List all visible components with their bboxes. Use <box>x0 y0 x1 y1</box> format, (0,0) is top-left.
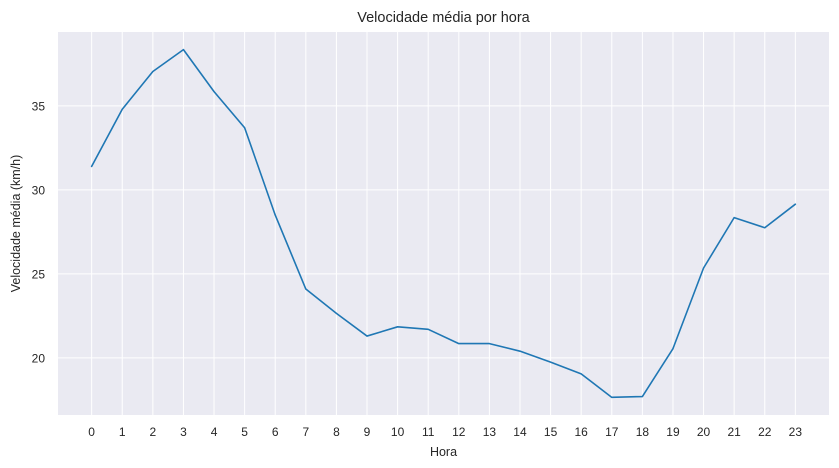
y-tick-label: 20 <box>32 351 46 365</box>
series-line <box>90 48 797 399</box>
x-tick-label: 6 <box>272 425 279 439</box>
x-tick-label: 14 <box>513 425 527 439</box>
x-tick-label: 13 <box>483 425 497 439</box>
x-tick-label: 20 <box>697 425 711 439</box>
x-tick-label: 18 <box>636 425 650 439</box>
x-tick-label: 8 <box>333 425 340 439</box>
x-tick-label: 17 <box>605 425 619 439</box>
x-axis-label: Hora <box>430 445 457 459</box>
x-tick-labels: 0 1 2 3 4 5 6 7 8 9 10 11 12 13 14 15 16 17 18 19 20 21 22 23 <box>88 425 802 439</box>
x-tick-label: 1 <box>119 425 126 439</box>
x-tick-label: 12 <box>452 425 466 439</box>
y-axis-label: Velocidade média (km/h) <box>9 155 23 293</box>
x-tick-label: 5 <box>241 425 248 439</box>
x-tick-label: 21 <box>727 425 741 439</box>
x-tick-label: 16 <box>574 425 588 439</box>
plot-area <box>58 32 829 415</box>
series-layer <box>90 48 797 399</box>
x-tick-label: 22 <box>758 425 772 439</box>
x-tick-label: 19 <box>666 425 680 439</box>
x-tick-label: 11 <box>422 425 435 439</box>
x-tick-label: 0 <box>88 425 95 439</box>
y-tick-label: 30 <box>32 183 46 197</box>
y-tick-label: 35 <box>32 99 46 113</box>
x-tick-label: 23 <box>789 425 803 439</box>
x-tick-label: 15 <box>544 425 558 439</box>
x-tick-label: 9 <box>364 425 371 439</box>
y-tick-labels: 20 25 30 35 <box>32 99 46 365</box>
chart-title: Velocidade média por hora <box>357 10 530 26</box>
x-tick-label: 7 <box>302 425 309 439</box>
x-tick-label: 4 <box>211 425 218 439</box>
y-tick-label: 25 <box>32 267 46 281</box>
x-tick-label: 2 <box>150 425 157 439</box>
x-gridlines <box>91 32 796 415</box>
x-tick-label: 10 <box>391 425 405 439</box>
x-tick-label: 3 <box>180 425 187 439</box>
